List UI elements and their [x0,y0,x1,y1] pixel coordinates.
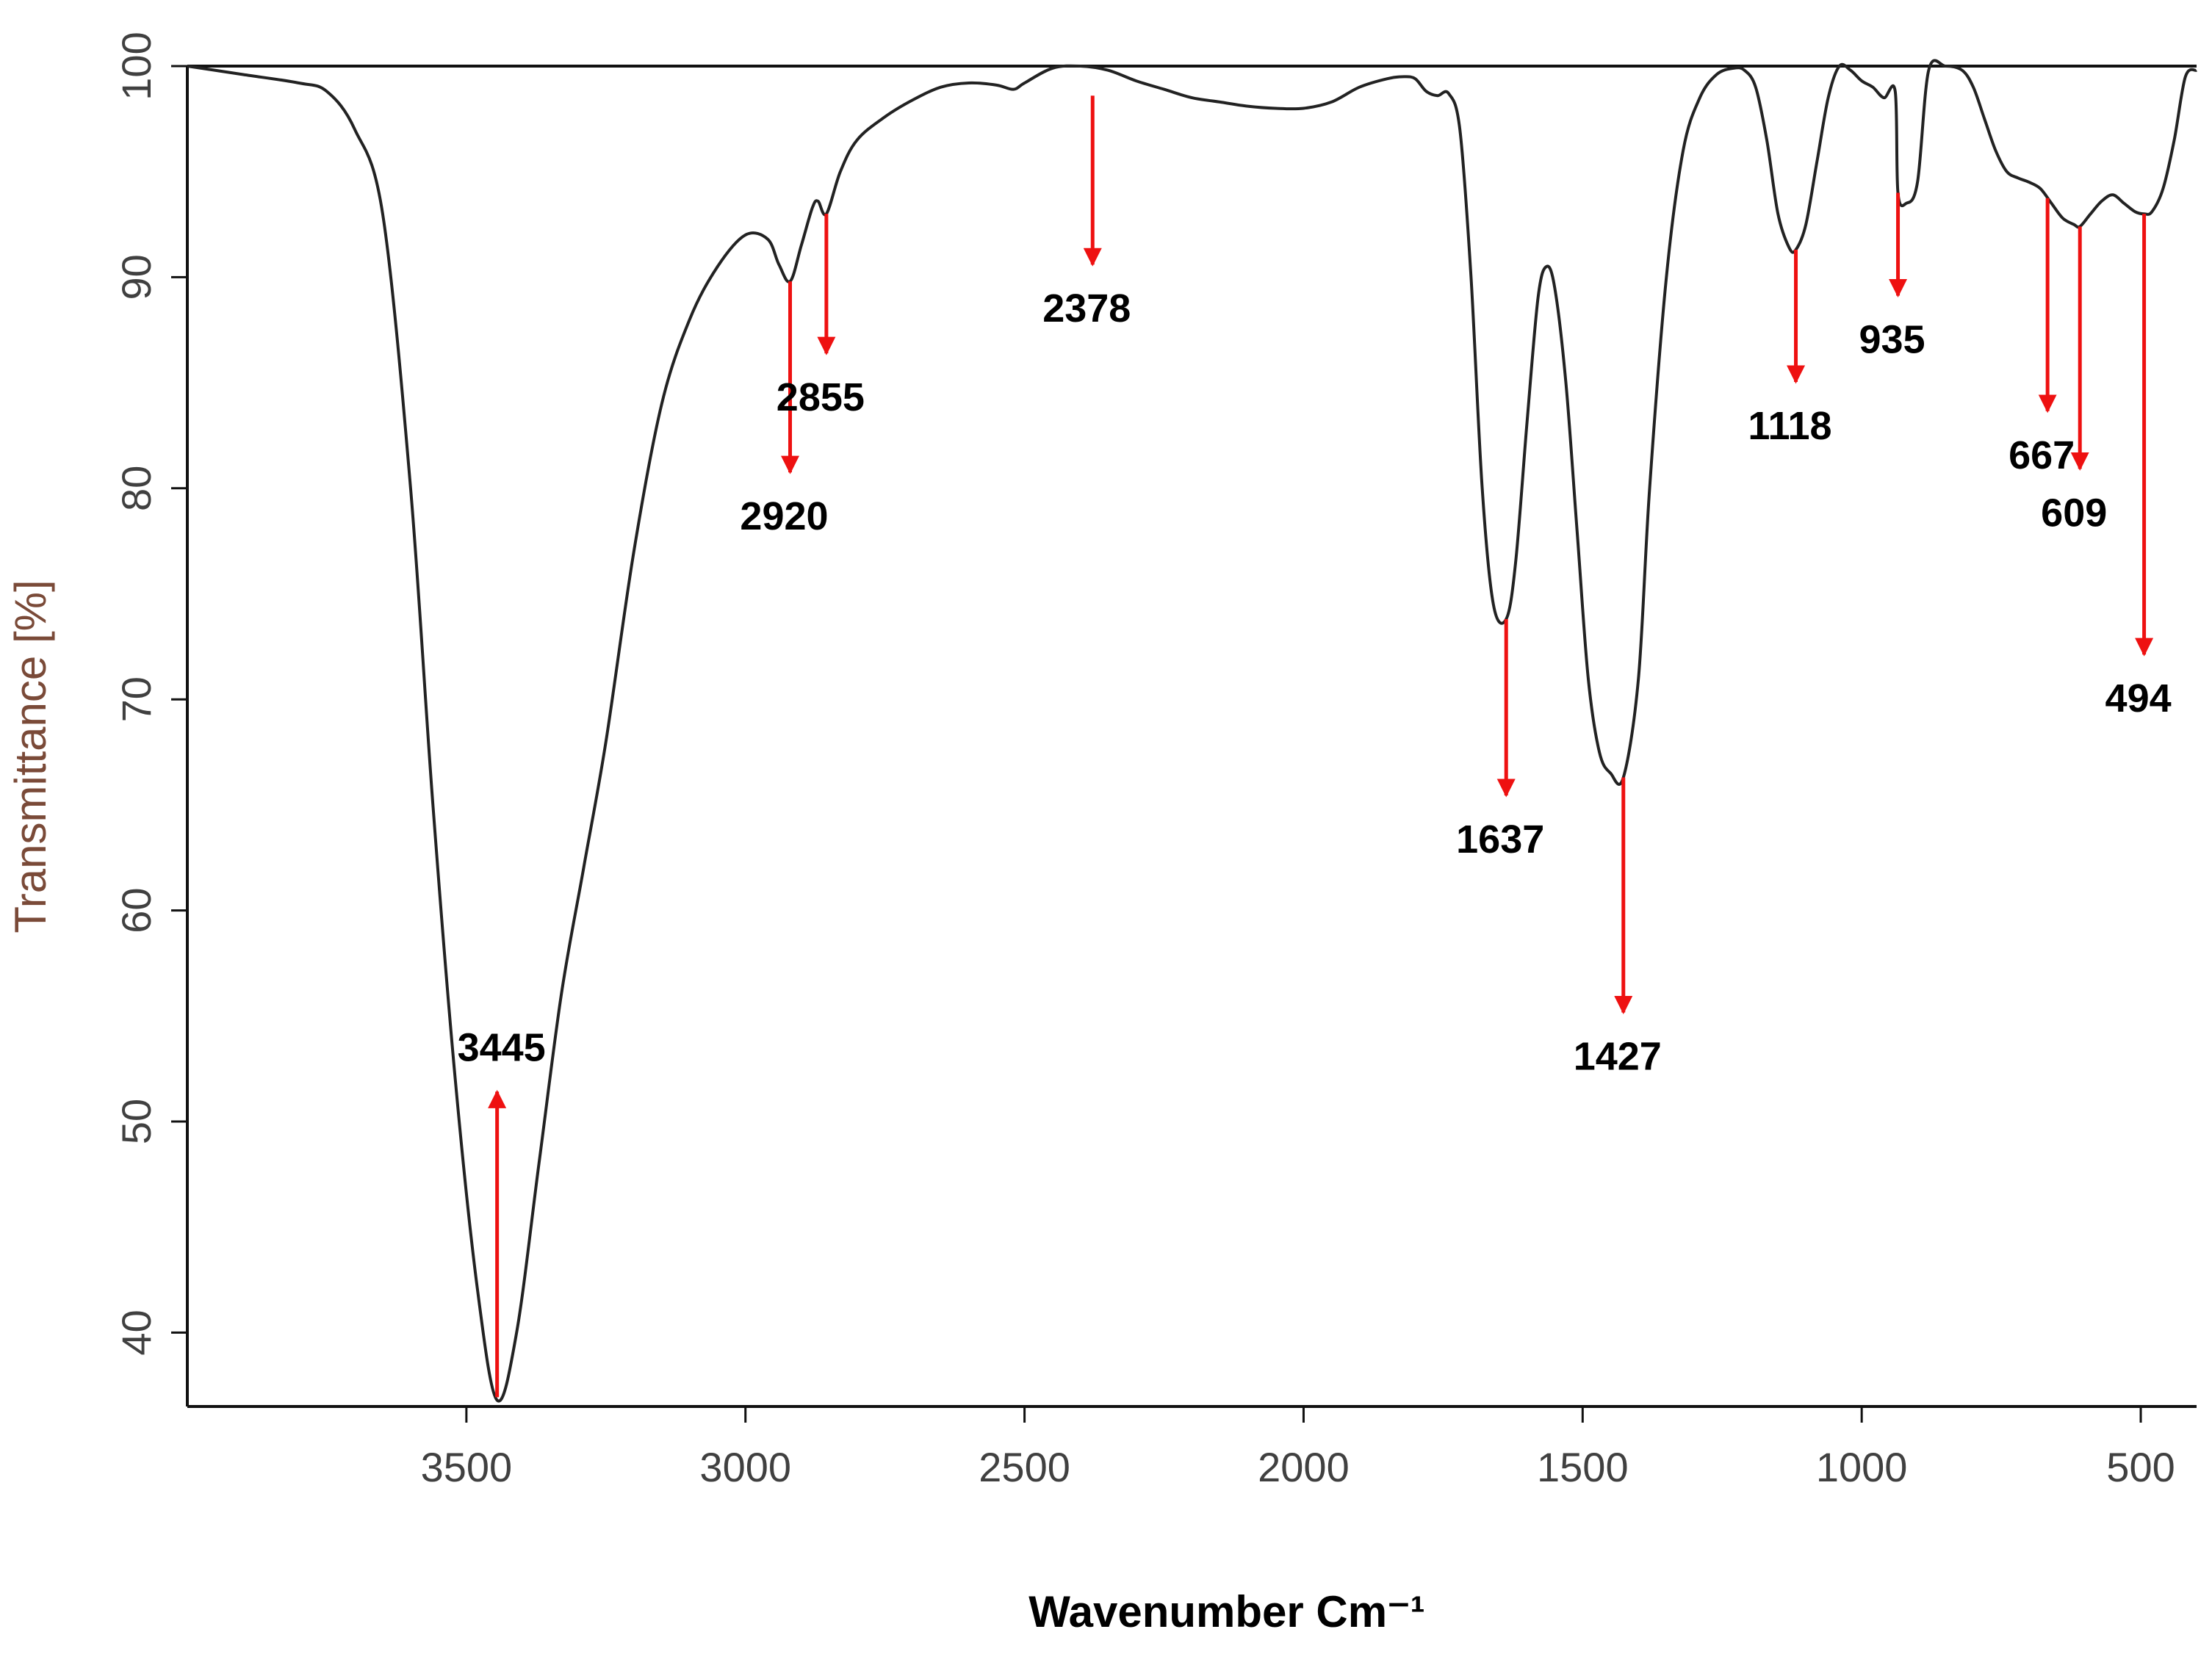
series-group [187,59,2198,1403]
y-tick-label-40: 40 [113,1310,159,1355]
x-tick-label-1000: 1000 [1816,1444,1908,1490]
peak-label-1427: 1427 [1574,1035,1662,1079]
y-tick-label-60: 60 [113,887,159,933]
peak-label-667: 667 [2009,433,2075,477]
x-tick-label-1500: 1500 [1537,1444,1629,1490]
x-tick-label-2000: 2000 [1258,1444,1350,1490]
y-tick-label-80: 80 [113,466,159,511]
peak-label-2920: 2920 [740,494,828,538]
peak-label-494: 494 [2105,676,2172,721]
spectrum-line-0 [187,59,2198,1403]
x-tick-label-500: 500 [2106,1444,2175,1490]
y-tick-label-70: 70 [113,676,159,722]
peak-label-609: 609 [2041,491,2107,535]
y-tick-label-90: 90 [113,254,159,300]
peak-label-2378: 2378 [1042,286,1131,331]
x-axis-label: Wavenumber Cm⁻¹ [1028,1587,1425,1636]
y-tick-label-100: 100 [113,32,159,100]
peak-annotations: 3445 2920 2855 2378 1637 1427 1118 935 667 609 494 [458,95,2172,1398]
y-tick-label-50: 50 [113,1099,159,1144]
peak-label-1637: 1637 [1456,817,1544,862]
axes: 40 50 60 70 80 90 100 3500 3000 2500 2000 1500 1000 5… [113,32,2197,1490]
y-axis-label: Transmittance [%] [6,579,55,933]
peak-label-3445: 3445 [458,1025,546,1069]
x-tick-label-3500: 3500 [421,1444,513,1490]
peak-label-935: 935 [1859,317,1925,361]
x-tick-label-2500: 2500 [979,1444,1070,1490]
peak-label-1118: 1118 [1748,404,1831,448]
x-tick-label-3000: 3000 [699,1444,791,1490]
peak-label-2855: 2855 [777,375,865,419]
